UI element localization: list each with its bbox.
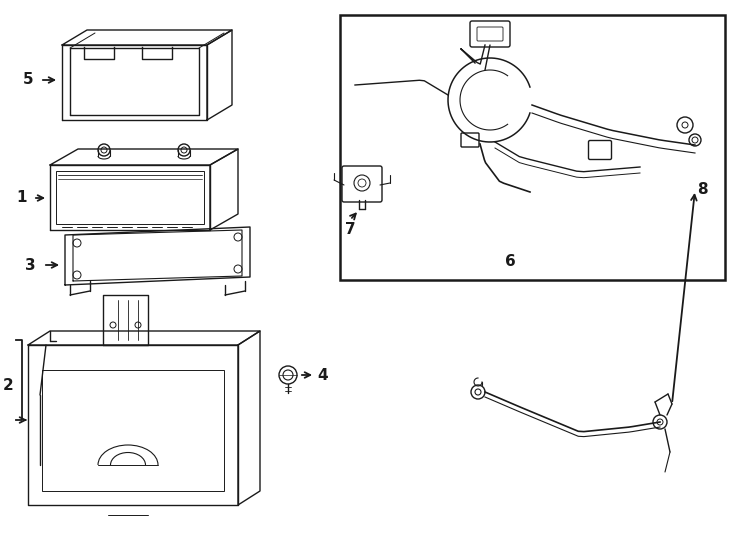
Text: 6: 6 [505, 254, 515, 269]
Text: 4: 4 [317, 368, 327, 382]
Bar [56, 171, 204, 224]
Text: 3: 3 [25, 258, 35, 273]
Text: 2: 2 [3, 377, 13, 393]
Text: 7: 7 [345, 222, 355, 238]
Bar [42, 370, 224, 491]
Text: 5: 5 [23, 72, 33, 87]
Bar [340, 15, 725, 280]
Text: 8: 8 [697, 183, 708, 198]
Text: 1: 1 [17, 191, 27, 206]
